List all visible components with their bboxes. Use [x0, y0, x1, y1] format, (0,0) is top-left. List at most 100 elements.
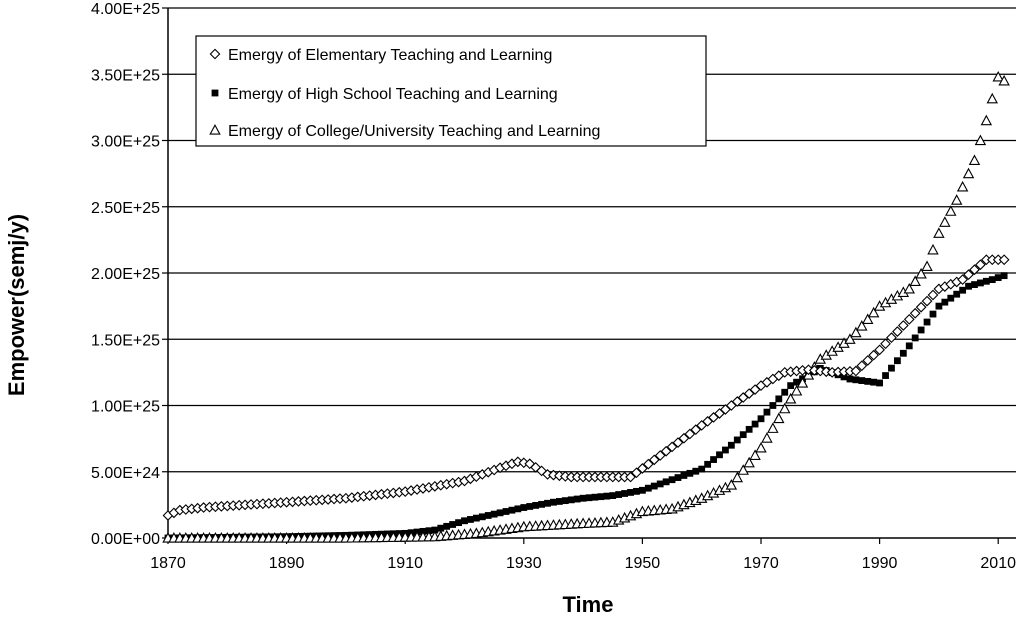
x-tick-label: 1970	[743, 555, 779, 572]
data-point	[631, 467, 642, 479]
data-point	[781, 388, 789, 396]
data-point	[927, 289, 939, 301]
data-point	[660, 445, 672, 457]
data-point	[716, 451, 723, 459]
data-point	[971, 281, 978, 288]
data-point	[727, 441, 735, 449]
data-point	[968, 154, 981, 166]
data-point	[437, 524, 445, 532]
data-point	[615, 491, 623, 498]
data-point	[998, 74, 1010, 86]
data-point	[737, 464, 749, 475]
data-point	[739, 431, 747, 439]
data-point	[431, 526, 439, 534]
y-tick-label: 3.50E+25	[91, 67, 160, 84]
legend-marker-triangle	[209, 124, 221, 135]
data-point	[856, 320, 868, 331]
legend-label-high-school: Emergy of High School Teaching and Learn…	[228, 86, 558, 103]
data-point	[988, 276, 996, 284]
data-point	[862, 313, 874, 325]
data-point	[882, 372, 889, 379]
y-tick-label: 1.50E+25	[91, 332, 160, 349]
data-point	[862, 355, 874, 366]
data-point	[704, 460, 712, 468]
data-point	[846, 375, 854, 383]
data-point	[769, 402, 777, 409]
data-point	[443, 522, 451, 530]
legend-marker-diamond-shape	[209, 48, 221, 60]
series-triangle	[162, 70, 1010, 543]
data-point	[858, 377, 866, 384]
data-point	[425, 527, 433, 535]
data-point	[909, 275, 921, 287]
data-point	[536, 465, 547, 477]
data-point	[790, 384, 803, 396]
data-point	[763, 408, 771, 416]
data-point	[690, 424, 702, 436]
data-point	[793, 378, 800, 386]
legend-box	[195, 35, 707, 147]
data-point	[597, 493, 605, 501]
data-point	[994, 274, 1002, 282]
data-point	[637, 463, 648, 474]
data-point	[621, 490, 629, 497]
data-point	[710, 456, 717, 463]
data-point	[698, 465, 706, 473]
data-point	[888, 364, 895, 372]
data-point	[939, 216, 951, 227]
data-point	[609, 492, 617, 499]
data-point	[856, 360, 868, 372]
data-point	[899, 349, 907, 357]
data-point	[656, 480, 664, 488]
data-point	[897, 320, 909, 331]
data-point	[573, 495, 581, 503]
data-points	[162, 70, 1010, 543]
data-point	[561, 497, 569, 505]
data-point	[672, 437, 684, 448]
data-point	[755, 441, 767, 453]
data-point	[478, 513, 486, 521]
data-point	[787, 382, 795, 390]
data-point	[674, 474, 682, 481]
data-point	[502, 508, 510, 515]
y-tick-label: 4.00E+25	[91, 1, 160, 18]
data-point	[921, 260, 933, 272]
data-point	[844, 333, 856, 344]
data-point	[947, 294, 955, 302]
data-point	[514, 505, 522, 513]
data-point	[911, 334, 919, 342]
y-tick-label: 1.00E+25	[91, 399, 160, 416]
data-point	[743, 456, 755, 468]
data-point	[725, 479, 738, 490]
data-point	[874, 344, 885, 356]
data-point	[751, 420, 759, 428]
x-axis-ticks: 1870 1890 1910 1930 1950 1970 1990 2010	[150, 538, 1016, 572]
data-point	[538, 500, 545, 508]
legend-label-college: Emergy of College/University Teaching an…	[228, 123, 600, 140]
data-point	[550, 498, 557, 506]
y-tick-label: 2.00E+25	[91, 266, 160, 283]
data-point	[903, 313, 915, 325]
legend-marker-triangle-shape	[209, 124, 221, 135]
data-point	[666, 441, 678, 453]
x-axis-title: Time	[563, 592, 614, 617]
data-point	[956, 180, 969, 192]
data-point	[915, 301, 927, 313]
data-point	[870, 378, 878, 386]
data-point	[775, 395, 783, 403]
data-point	[633, 487, 640, 495]
data-point	[648, 454, 660, 466]
series-diamond	[162, 254, 1010, 521]
x-tick-label: 1950	[625, 555, 661, 572]
data-point	[929, 310, 937, 318]
x-tick-label: 2010	[980, 555, 1016, 572]
data-point	[761, 432, 773, 443]
data-point	[893, 357, 901, 365]
data-point	[520, 504, 528, 511]
data-point	[472, 514, 480, 522]
data-point	[749, 449, 761, 460]
data-point	[449, 521, 457, 528]
data-point	[654, 450, 666, 461]
data-point	[784, 392, 797, 404]
